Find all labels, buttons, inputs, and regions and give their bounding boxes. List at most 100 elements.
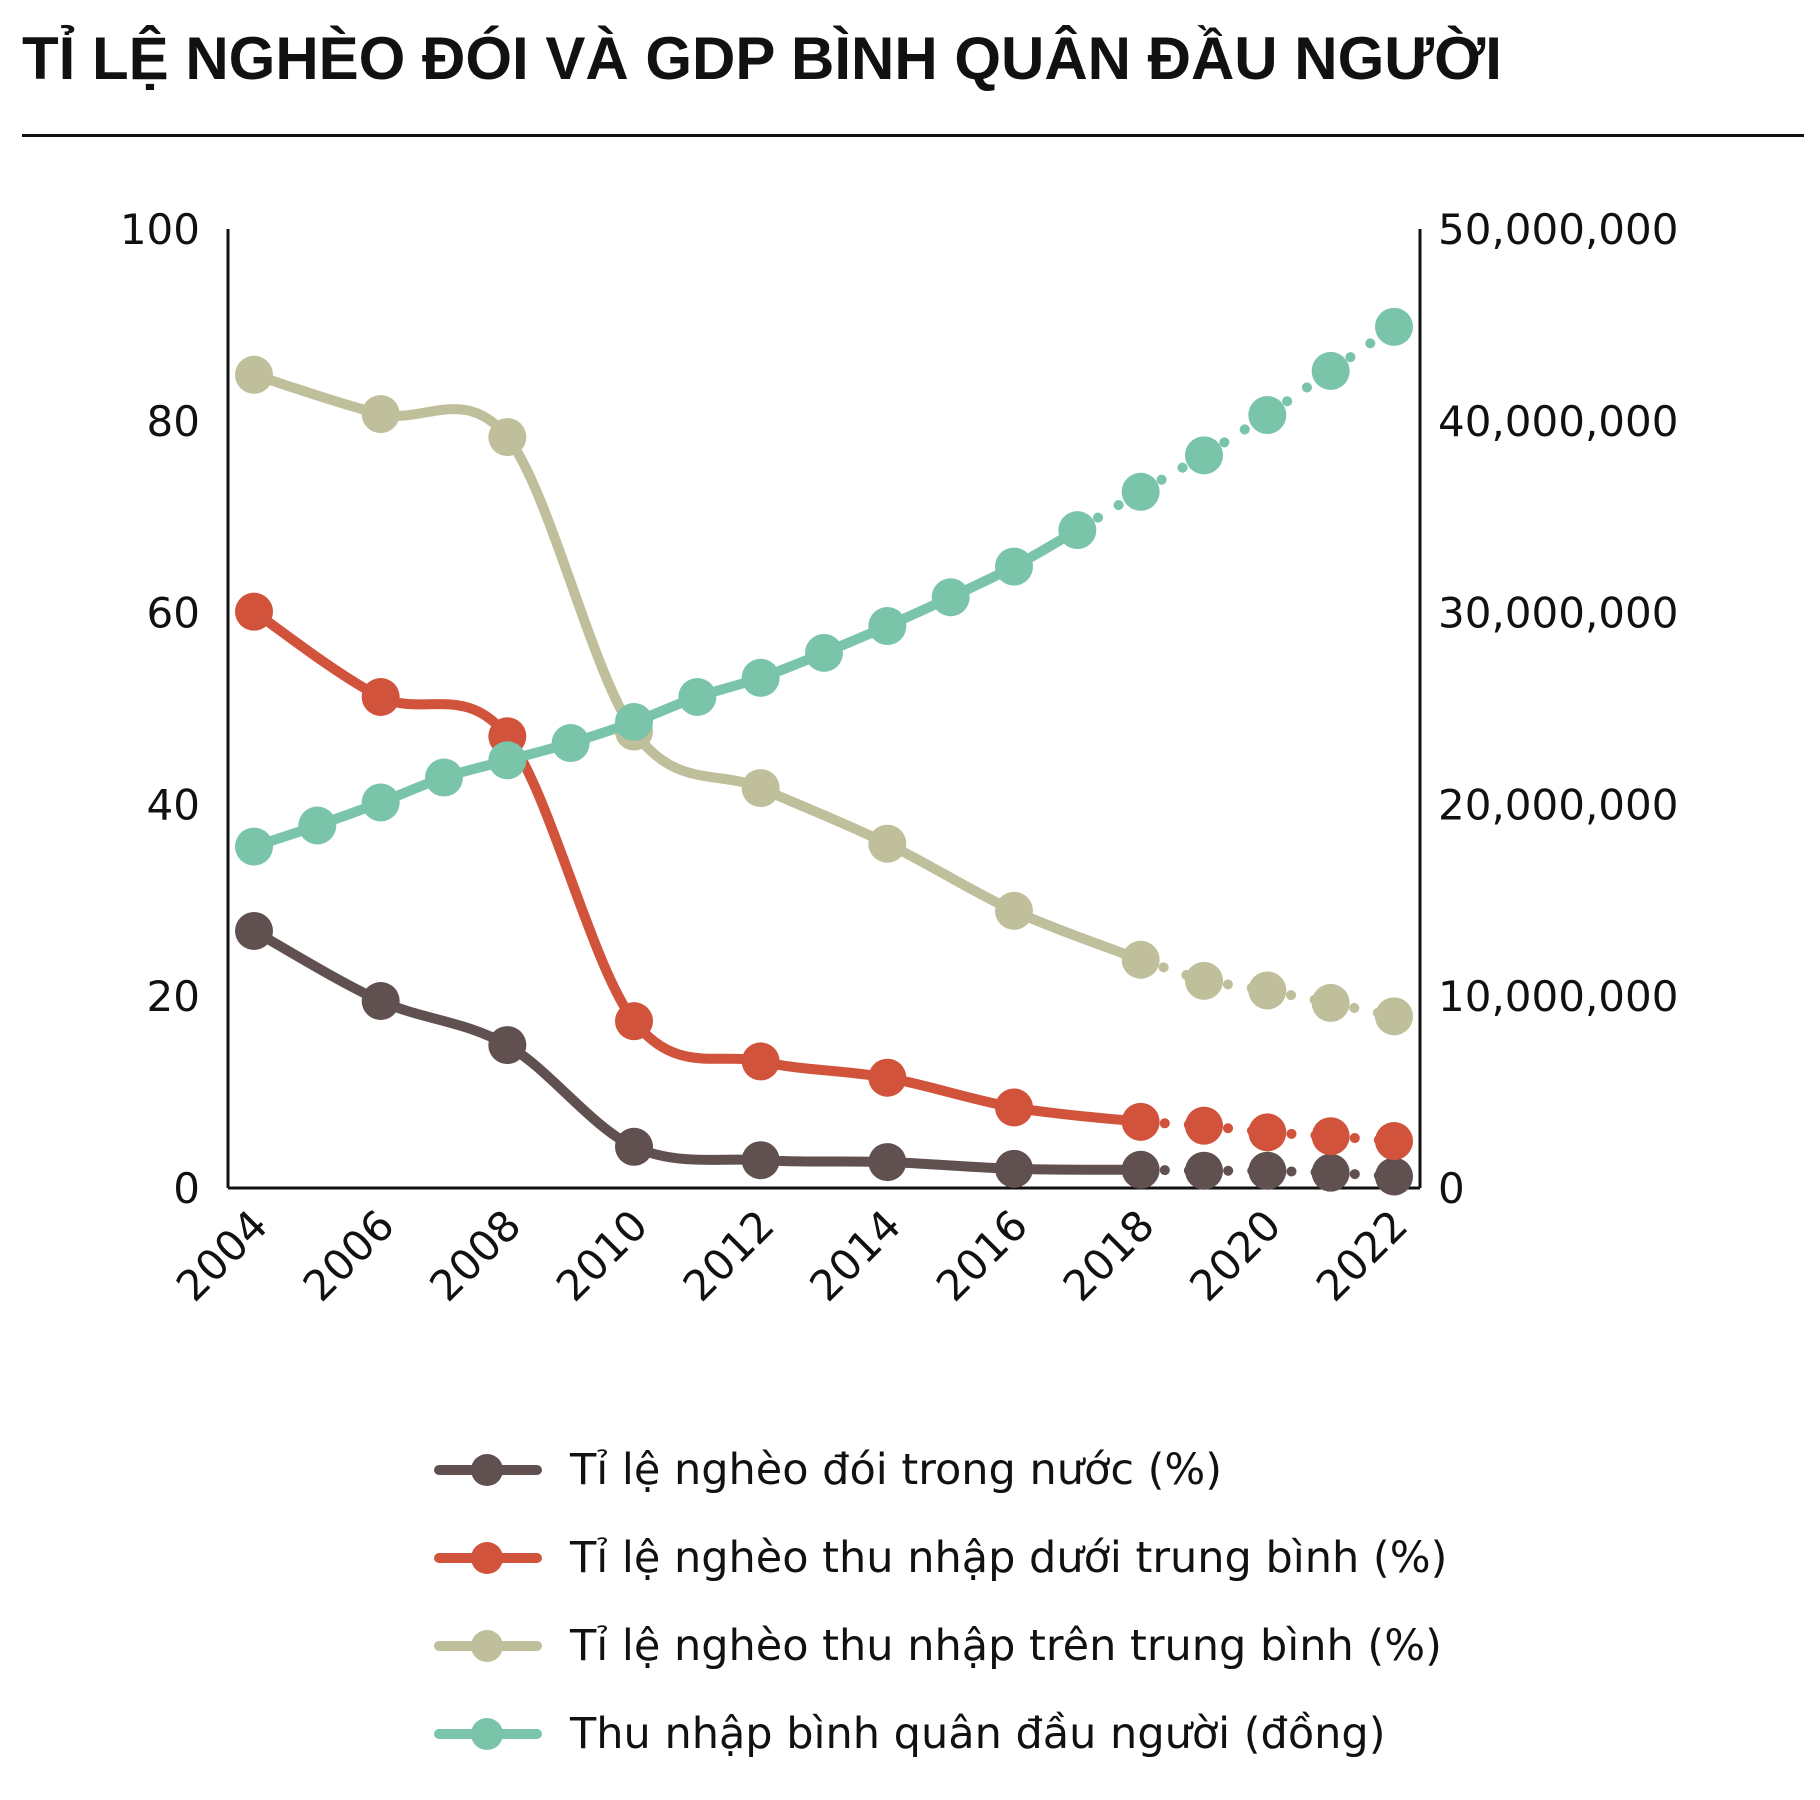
- legend-swatch: [428, 1538, 548, 1578]
- legend-label: Tỉ lệ nghèo đói trong nước (%): [570, 1445, 1223, 1495]
- series-4: [235, 307, 1413, 866]
- y-left-tick-label: 100: [120, 205, 200, 254]
- x-tick-label: 2016: [927, 1200, 1037, 1310]
- data-point: [1121, 1150, 1160, 1189]
- x-tick-label: 2018: [1054, 1200, 1164, 1310]
- data-point: [1185, 436, 1223, 475]
- data-point: [1311, 1153, 1350, 1192]
- series-line: [249, 925, 1146, 1175]
- data-point: [615, 702, 653, 741]
- data-point: [1185, 1151, 1223, 1190]
- data-point: [995, 1088, 1033, 1127]
- data-point: [678, 677, 717, 716]
- data-point: [1058, 511, 1097, 550]
- x-tick-label: 2008: [420, 1200, 530, 1310]
- data-point: [868, 1058, 907, 1097]
- series-line: [249, 369, 1146, 965]
- y-right-tick-label: 0: [1438, 1164, 1465, 1213]
- x-tick-label: 2004: [167, 1200, 277, 1310]
- legend-swatch: [428, 1626, 548, 1666]
- legend-item: Tỉ lệ nghèo đói trong nước (%): [428, 1426, 1447, 1514]
- legend-item: Thu nhập bình quân đầu người (đồng): [428, 1690, 1447, 1778]
- data-point: [1311, 351, 1350, 390]
- data-point: [805, 633, 843, 672]
- data-point: [615, 1002, 653, 1041]
- data-point: [551, 724, 590, 763]
- y-right-tick-label: 40,000,000: [1438, 397, 1678, 446]
- legend-label: Thu nhập bình quân đầu người (đồng): [570, 1709, 1386, 1759]
- data-point: [488, 418, 527, 457]
- data-point: [1121, 472, 1160, 511]
- data-point: [995, 1149, 1033, 1188]
- series-1: [235, 911, 1413, 1196]
- data-point: [868, 1143, 907, 1182]
- data-point: [1375, 1157, 1413, 1196]
- data-point: [741, 1141, 780, 1180]
- data-point: [235, 355, 273, 394]
- series-layer: [235, 307, 1413, 1196]
- data-point: [1311, 1117, 1350, 1156]
- legend-swatch: [428, 1714, 548, 1754]
- data-point: [741, 769, 780, 808]
- data-point: [1375, 1122, 1413, 1161]
- data-point: [741, 658, 780, 697]
- legend-item: Tỉ lệ nghèo thu nhập dưới trung bình (%): [428, 1514, 1447, 1602]
- data-point: [488, 1026, 527, 1065]
- data-point: [1248, 396, 1287, 435]
- data-point: [488, 741, 527, 780]
- data-point: [235, 592, 273, 631]
- x-tick-label: 2006: [294, 1200, 404, 1310]
- series-2: [235, 592, 1413, 1161]
- data-point: [1248, 1113, 1287, 1152]
- data-point: [868, 824, 907, 863]
- data-point: [1185, 1106, 1223, 1145]
- data-point: [741, 1042, 780, 1081]
- legend-swatch-dot: [471, 1542, 503, 1574]
- data-point: [235, 911, 273, 950]
- data-point: [1248, 971, 1287, 1010]
- legend-label: Tỉ lệ nghèo thu nhập trên trung bình (%): [570, 1621, 1442, 1671]
- legend: Tỉ lệ nghèo đói trong nước (%) Tỉ lệ nghè…: [428, 1426, 1447, 1778]
- data-point: [361, 677, 400, 716]
- data-point: [298, 806, 337, 845]
- data-point: [1375, 307, 1413, 346]
- data-point: [1311, 983, 1350, 1022]
- data-point: [931, 578, 970, 617]
- x-tick-label: 2014: [800, 1200, 910, 1310]
- x-tick-label: 2020: [1180, 1200, 1290, 1310]
- title-divider: [22, 134, 1804, 137]
- data-point: [1248, 1151, 1287, 1190]
- legend-swatch: [428, 1450, 548, 1490]
- x-tick-label: 2022: [1307, 1200, 1417, 1310]
- y-right-tick-label: 20,000,000: [1438, 780, 1678, 829]
- y-left-tick-label: 40: [147, 780, 200, 829]
- data-point: [995, 547, 1033, 586]
- data-point: [1375, 997, 1413, 1036]
- data-point: [425, 758, 463, 797]
- data-point: [1121, 1102, 1160, 1141]
- data-point: [615, 1127, 653, 1166]
- data-point: [995, 891, 1033, 930]
- data-point: [1185, 961, 1223, 1000]
- legend-label: Tỉ lệ nghèo thu nhập dưới trung bình (%): [570, 1533, 1448, 1583]
- chart-title: TỈ LỆ NGHÈO ĐÓI VÀ GDP BÌNH QUÂN ĐẦU NGƯ…: [22, 25, 1502, 92]
- data-point: [235, 827, 273, 866]
- series-3: [235, 355, 1413, 1036]
- y-left-tick-label: 60: [147, 589, 200, 638]
- x-tick-label: 2010: [547, 1200, 657, 1310]
- line-chart: 0 20 40 60 80 100 0 10,000,000 20,000,000 30,000,…: [120, 205, 1679, 1311]
- series-line: [249, 606, 1146, 1127]
- data-point: [361, 981, 400, 1020]
- legend-swatch-dot: [471, 1630, 503, 1662]
- data-point: [868, 607, 907, 646]
- y-right-tick-label: 50,000,000: [1438, 205, 1678, 254]
- y-right-tick-label: 10,000,000: [1438, 972, 1678, 1021]
- y-left-tick-label: 0: [173, 1164, 200, 1213]
- x-tick-label: 2012: [674, 1200, 784, 1310]
- legend-swatch-dot: [471, 1718, 503, 1750]
- legend-item: Tỉ lệ nghèo thu nhập trên trung bình (%): [428, 1602, 1447, 1690]
- data-point: [1121, 940, 1160, 979]
- y-left-tick-label: 80: [147, 397, 200, 446]
- axes: 0 20 40 60 80 100 0 10,000,000 20,000,000 30,000,…: [120, 205, 1679, 1311]
- y-right-tick-label: 30,000,000: [1438, 589, 1678, 638]
